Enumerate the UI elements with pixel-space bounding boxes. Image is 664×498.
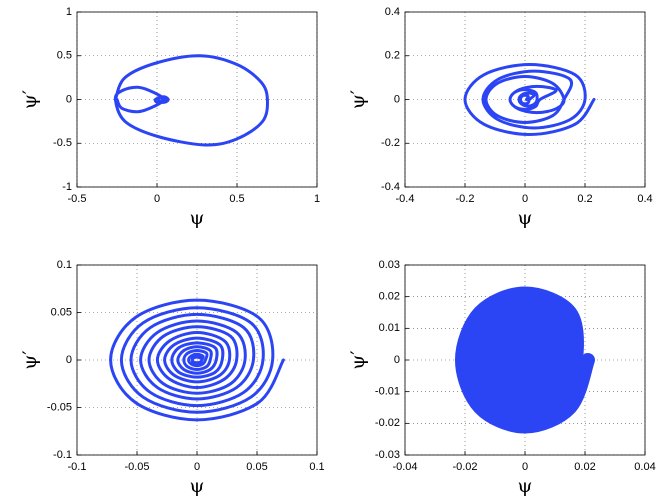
x-tick-label: 0 — [194, 461, 200, 473]
x-tick-label: 0.4 — [637, 193, 652, 205]
y-tick-label: 0.2 — [385, 50, 400, 62]
y-tick-label: -0.1 — [53, 449, 72, 461]
y-tick-label: 0.5 — [57, 50, 72, 62]
x-tick-label: 0 — [522, 461, 528, 473]
x-axis-label: ψ — [190, 475, 205, 497]
y-tick-label: -0.02 — [375, 417, 400, 429]
y-tick-label: 0.4 — [385, 6, 400, 18]
y-tick-label: 0 — [66, 93, 72, 105]
x-tick-label: 0.2 — [577, 193, 592, 205]
y-axis-label: ψ′ — [347, 350, 369, 369]
phase-curve — [113, 54, 269, 147]
x-tick-label: 1 — [314, 193, 320, 205]
x-tick-label: -0.1 — [68, 461, 87, 473]
x-tick-label: 0.5 — [229, 193, 244, 205]
y-axis-label: ψ′ — [19, 90, 41, 109]
y-tick-label: -1 — [62, 181, 72, 193]
phase-curve — [463, 63, 596, 136]
y-tick-label: 0.03 — [379, 259, 400, 271]
y-tick-label: -0.03 — [375, 449, 400, 461]
y-axis-label: ψ′ — [19, 350, 41, 369]
x-tick-label: 0.04 — [634, 461, 655, 473]
y-axis-label: ψ′ — [347, 90, 369, 109]
x-tick-label: 0.02 — [574, 461, 595, 473]
x-axis-label: ψ — [518, 475, 533, 497]
axes-frame — [76, 11, 318, 188]
x-tick-label: -0.2 — [456, 193, 475, 205]
x-axis-label: ψ — [518, 207, 533, 229]
y-tick-label: -0.4 — [381, 181, 400, 193]
y-tick-label: 0 — [394, 354, 400, 366]
y-tick-label: -0.01 — [375, 386, 400, 398]
y-tick-label: 0 — [66, 354, 72, 366]
phase-curve — [109, 298, 285, 422]
y-tick-label: 0.01 — [379, 322, 400, 334]
axes-frame — [404, 11, 646, 188]
axes-frame — [404, 264, 646, 456]
x-tick-label: 0 — [522, 193, 528, 205]
x-tick-label: -0.02 — [452, 461, 477, 473]
phase-curve — [455, 286, 595, 434]
x-tick-label: 0.1 — [309, 461, 324, 473]
y-tick-label: 0.05 — [51, 306, 72, 318]
y-tick-label: -0.2 — [381, 137, 400, 149]
axes-frame — [76, 264, 318, 456]
y-tick-label: 0.02 — [379, 291, 400, 303]
x-tick-label: -0.04 — [392, 461, 417, 473]
x-tick-label: -0.4 — [396, 193, 415, 205]
x-axis-label: ψ — [190, 207, 205, 229]
y-tick-label: 1 — [66, 6, 72, 18]
y-tick-label: 0 — [394, 93, 400, 105]
x-tick-label: -0.05 — [124, 461, 149, 473]
x-tick-label: 0 — [154, 193, 160, 205]
y-tick-label: 0.1 — [57, 259, 72, 271]
y-tick-label: -0.05 — [47, 401, 72, 413]
x-tick-label: 0.05 — [246, 461, 267, 473]
y-tick-label: -0.5 — [53, 137, 72, 149]
x-tick-label: -0.5 — [68, 193, 87, 205]
